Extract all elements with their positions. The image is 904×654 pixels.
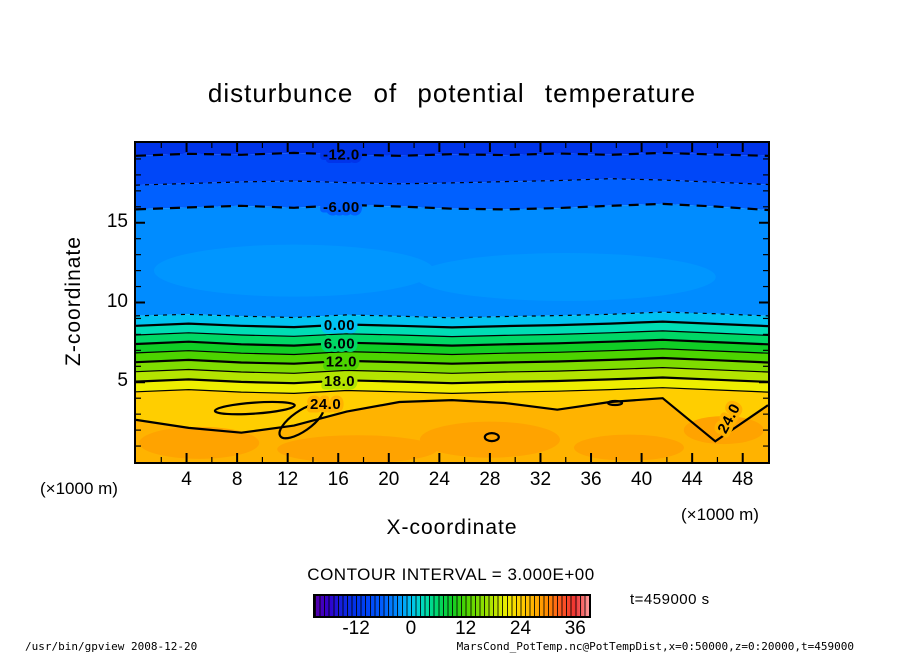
x-tick-label: 44 (681, 469, 703, 490)
y-tick-label: 5 (117, 370, 128, 392)
time-label: t=459000 s (630, 591, 710, 608)
contour-line (136, 330, 768, 338)
x-tick-label: 40 (631, 469, 653, 490)
tone-patch (154, 244, 434, 297)
colorbar-tick-label: 12 (455, 618, 477, 639)
colorbar-gradient (315, 596, 589, 616)
contour-loop (606, 399, 624, 407)
y-tick-label: 15 (106, 210, 128, 232)
contour-loop (483, 432, 500, 443)
tone-patch (415, 252, 716, 301)
footer-command: /usr/bin/gpview 2008-12-20 (25, 640, 198, 653)
colorbar-tick-label: 36 (564, 618, 586, 639)
contour-loop (213, 400, 296, 416)
x-tick-label: 28 (479, 469, 501, 490)
contour-label: -12.0 (323, 146, 360, 163)
fill-band (136, 339, 768, 355)
colorbar (313, 594, 591, 618)
x-tick-label: 8 (231, 469, 243, 490)
tone-patch (419, 421, 560, 458)
x-tick-label: 16 (327, 469, 349, 490)
fill-band (136, 330, 768, 346)
contour-line (136, 202, 768, 212)
contour-line (136, 338, 768, 347)
contour-line (136, 356, 768, 365)
contour-label: -6.00 (323, 199, 360, 216)
contour-line (136, 320, 768, 329)
contour-label: 0.00 (324, 317, 355, 334)
contour-line (136, 397, 768, 443)
contour-label: 6.00 (324, 335, 355, 352)
contour-line (136, 366, 768, 374)
footer-source: MarsCond_PotTemp.nc@PotTempDist,x=0:5000… (456, 640, 854, 653)
contour-interval-text: CONTOUR INTERVAL = 3.000E+00 (307, 565, 595, 584)
tone-patch (139, 426, 260, 459)
x-tick-label: 12 (277, 469, 299, 490)
contour-line (136, 178, 768, 186)
contour-loop (278, 403, 325, 440)
figure-title: disturbunce of potential temperature (207, 78, 697, 108)
x-tick-label: 20 (378, 469, 400, 490)
y-axis-label: Z-coordinate (62, 236, 85, 366)
contour-label: 18.0 (324, 373, 355, 390)
contour-line (136, 311, 768, 319)
contour-line (136, 387, 768, 395)
y-axis-unit: (×1000 m) (40, 479, 118, 498)
x-axis-unit: (×1000 m) (681, 505, 759, 524)
contour-line (136, 151, 768, 157)
colorbar-tick-label: 0 (405, 618, 417, 639)
fill-band (136, 321, 768, 337)
colorbar-tick-label: 24 (509, 618, 532, 639)
x-axis-label: X-coordinate (386, 516, 518, 539)
contour-label: 12.0 (326, 354, 357, 371)
contour-line (136, 348, 768, 356)
fill-band (136, 152, 768, 186)
contour-line (136, 376, 768, 385)
contour-label: 24.0 (310, 396, 341, 413)
fill-band (136, 178, 768, 210)
fill-band (136, 348, 768, 364)
x-tick-label: 48 (732, 469, 754, 490)
x-tick-label: 32 (529, 469, 552, 490)
colorbar-tick-label: -12 (342, 618, 370, 639)
x-tick-label: 4 (181, 469, 192, 490)
x-tick-label: 24 (428, 469, 450, 490)
x-tick-label: 36 (580, 469, 602, 490)
tone-patch (277, 435, 438, 462)
plot-area: -12.0 -6.00 0.00 6.00 12.0 18.0 24.0 24.0 (134, 141, 770, 464)
tone-patch (573, 434, 684, 461)
y-tick-label: 10 (106, 290, 128, 312)
